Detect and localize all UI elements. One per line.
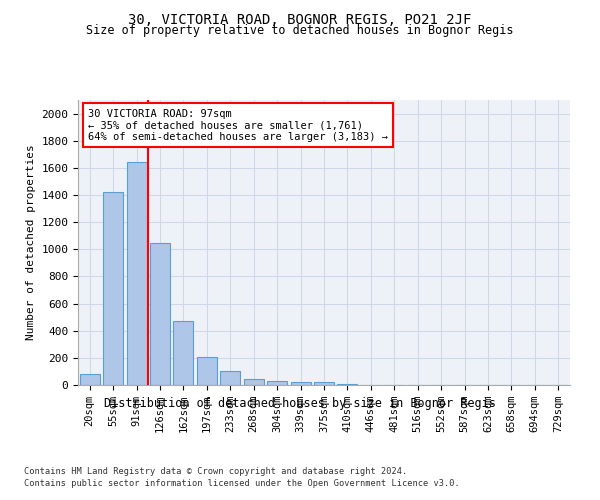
Text: Distribution of detached houses by size in Bognor Regis: Distribution of detached houses by size …	[104, 398, 496, 410]
Bar	[290, 382, 311, 385]
Bar	[127, 162, 146, 385]
Bar	[80, 374, 100, 385]
Text: Contains HM Land Registry data © Crown copyright and database right 2024.: Contains HM Land Registry data © Crown c…	[24, 468, 407, 476]
Bar	[314, 382, 334, 385]
Text: Contains public sector information licensed under the Open Government Licence v3: Contains public sector information licen…	[24, 479, 460, 488]
Bar	[173, 321, 193, 385]
Y-axis label: Number of detached properties: Number of detached properties	[26, 144, 36, 340]
Text: 30, VICTORIA ROAD, BOGNOR REGIS, PO21 2JF: 30, VICTORIA ROAD, BOGNOR REGIS, PO21 2J…	[128, 12, 472, 26]
Text: Size of property relative to detached houses in Bognor Regis: Size of property relative to detached ho…	[86, 24, 514, 37]
Bar	[220, 372, 240, 385]
Bar	[197, 357, 217, 385]
Text: 30 VICTORIA ROAD: 97sqm
← 35% of detached houses are smaller (1,761)
64% of semi: 30 VICTORIA ROAD: 97sqm ← 35% of detache…	[88, 108, 388, 142]
Bar	[150, 242, 170, 385]
Bar	[103, 192, 123, 385]
Bar	[244, 379, 263, 385]
Bar	[267, 381, 287, 385]
Bar	[337, 384, 358, 385]
